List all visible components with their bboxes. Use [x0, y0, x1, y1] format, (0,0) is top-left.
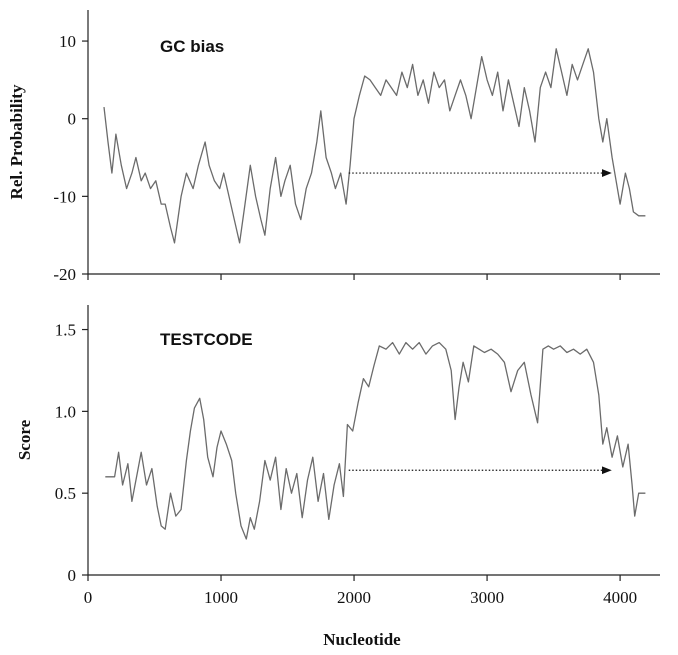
gc-bias-y-tick-label: -20	[53, 265, 76, 284]
testcode-title: TESTCODE	[160, 330, 253, 349]
testcode-panel: 1.5 1.0 0.5 00 1000 2000 3000 4000 Score TESTCODE	[15, 305, 660, 607]
testcode-series-line	[105, 341, 646, 540]
testcode-y-tick-label: 0.5	[55, 484, 76, 503]
testcode-y-axis-title: Score	[15, 419, 34, 460]
gc-bias-y-tick-label: 10	[59, 32, 76, 51]
testcode-y-tick-label: 0	[68, 566, 77, 585]
testcode-x-tick-label: 0	[84, 588, 93, 607]
testcode-y-tick-label: 1.5	[55, 321, 76, 340]
testcode-x-tick-label: 3000	[470, 588, 504, 607]
gc-bias-series-line	[103, 48, 646, 244]
testcode-x-tick-label: 1000	[204, 588, 238, 607]
gc-bias-title: GC bias	[160, 37, 224, 56]
testcode-y-tick-label: 1.0	[55, 402, 76, 421]
gc-bias-y-axis-title: Rel. Probability	[7, 84, 26, 199]
x-axis-title: Nucleotide	[323, 630, 401, 649]
gc-bias-panel: 10 0 -10 -20 Rel. Probability GC bias	[7, 10, 660, 284]
testcode-x-tick-label: 4000	[603, 588, 637, 607]
testcode-x-tick-label: 2000	[337, 588, 371, 607]
gc-bias-y-tick-label: 0	[68, 110, 77, 129]
gc-bias-y-tick-label: -10	[53, 187, 76, 206]
